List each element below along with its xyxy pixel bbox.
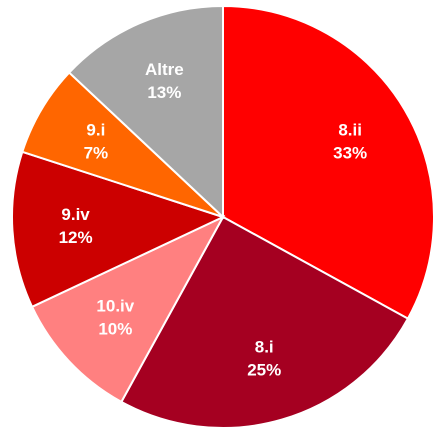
slice-value-label: 10% bbox=[98, 320, 132, 339]
pie-slice bbox=[67, 4, 224, 220]
slice-value-label: 12% bbox=[59, 228, 93, 247]
slice-value-label: 13% bbox=[147, 83, 181, 102]
slice-label: 10.iv bbox=[96, 297, 134, 316]
slice-label: Altre bbox=[145, 60, 184, 79]
slice-label: 9.iv bbox=[61, 205, 90, 224]
pie-slice bbox=[30, 214, 226, 404]
slice-value-label: 25% bbox=[247, 360, 281, 379]
pie-slice bbox=[222, 4, 433, 321]
slice-label: 8.ii bbox=[338, 120, 362, 139]
pie-slice bbox=[119, 215, 410, 429]
slice-value-label: 33% bbox=[333, 143, 367, 162]
slice-label: 9.i bbox=[86, 120, 105, 139]
slice-value-label: 7% bbox=[84, 143, 109, 162]
slice-label: 8.i bbox=[255, 337, 274, 356]
pie-slice bbox=[11, 150, 226, 309]
